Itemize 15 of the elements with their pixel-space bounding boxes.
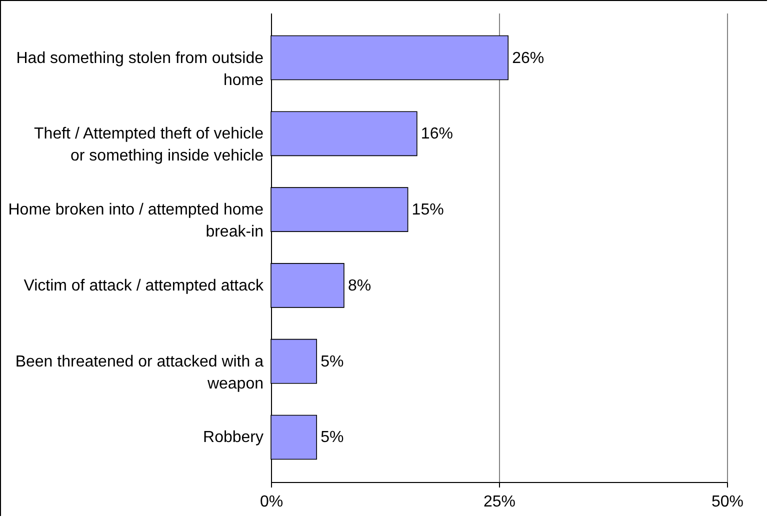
x-tick-label: 0%: [260, 494, 284, 510]
data-label: 5%: [320, 429, 344, 446]
y-tick-label: Theft / Attempted theft of vehicle or something inside vehicle: [34, 126, 264, 165]
data-label: 15%: [412, 202, 444, 219]
data-label: 8%: [348, 277, 372, 294]
data-label: 26%: [512, 50, 544, 67]
y-tick-label: Victim of attack / attempted attack: [24, 277, 264, 294]
y-tick-label: Home broken into / attempted home break-in: [8, 202, 264, 241]
y-tick-label: Had something stolen from outside home: [16, 50, 264, 89]
y-tick-label: Been threatened or attacked with a weapon: [15, 353, 264, 392]
y-tick-label: Robbery: [203, 429, 264, 446]
x-tick-label: 50%: [711, 494, 744, 510]
data-label: 5%: [320, 353, 344, 370]
x-tick-label: 25%: [483, 494, 516, 510]
data-label: 16%: [420, 126, 453, 143]
